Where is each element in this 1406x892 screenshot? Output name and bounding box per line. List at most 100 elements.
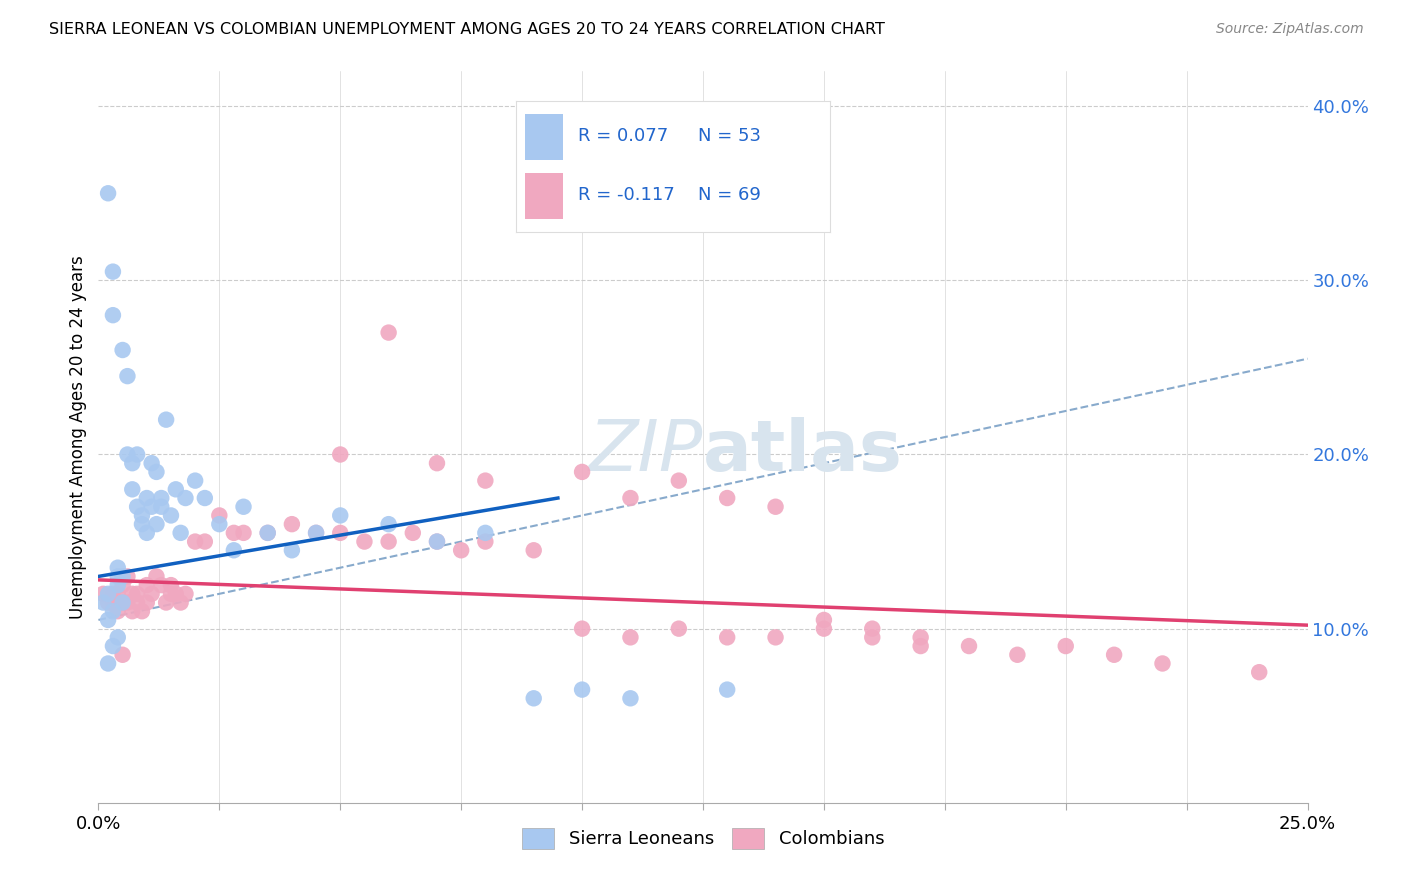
Point	[619, 491, 641, 505]
Point	[135, 595, 157, 609]
Point	[107, 569, 129, 583]
Point	[377, 534, 399, 549]
Point	[957, 639, 980, 653]
Point	[121, 587, 143, 601]
Point	[329, 448, 352, 462]
Point	[131, 604, 153, 618]
Point	[135, 525, 157, 540]
Point	[97, 595, 120, 609]
Point	[426, 534, 449, 549]
Point	[256, 525, 278, 540]
Point	[426, 534, 449, 549]
Point	[107, 578, 129, 592]
Point	[222, 525, 245, 540]
Point	[329, 525, 352, 540]
Text: atlas: atlas	[703, 417, 903, 486]
Point	[127, 595, 149, 609]
Point	[232, 525, 254, 540]
Point	[860, 622, 883, 636]
Point	[1054, 639, 1077, 653]
Point	[97, 657, 120, 671]
Point	[111, 648, 134, 662]
Point	[174, 587, 197, 601]
Point	[1007, 648, 1029, 662]
Point	[97, 613, 120, 627]
Point	[174, 491, 197, 505]
Point	[184, 474, 207, 488]
Point	[474, 474, 496, 488]
Point	[169, 525, 191, 540]
Point	[571, 622, 593, 636]
Text: SIERRA LEONEAN VS COLOMBIAN UNEMPLOYMENT AMONG AGES 20 TO 24 YEARS CORRELATION C: SIERRA LEONEAN VS COLOMBIAN UNEMPLOYMENT…	[49, 22, 886, 37]
Point	[281, 517, 304, 532]
Y-axis label: Unemployment Among Ages 20 to 24 years: Unemployment Among Ages 20 to 24 years	[69, 255, 87, 619]
Point	[765, 631, 787, 645]
Point	[668, 622, 690, 636]
Point	[765, 500, 787, 514]
Point	[111, 595, 134, 609]
Point	[150, 578, 173, 592]
Point	[107, 587, 129, 601]
Point	[111, 343, 134, 357]
Point	[668, 474, 690, 488]
Point	[910, 631, 932, 645]
Point	[101, 265, 124, 279]
Point	[160, 587, 183, 601]
Point	[101, 308, 124, 322]
Point	[117, 369, 139, 384]
Point	[377, 517, 399, 532]
Point	[232, 500, 254, 514]
Point	[860, 631, 883, 645]
Point	[281, 543, 304, 558]
Point	[121, 456, 143, 470]
Point	[571, 682, 593, 697]
Point	[160, 508, 183, 523]
Point	[141, 500, 163, 514]
Point	[107, 631, 129, 645]
Point	[169, 595, 191, 609]
Point	[402, 525, 425, 540]
Point	[131, 517, 153, 532]
Point	[256, 525, 278, 540]
Point	[1102, 648, 1125, 662]
Point	[523, 543, 546, 558]
Point	[377, 326, 399, 340]
Point	[131, 508, 153, 523]
Point	[305, 525, 328, 540]
Point	[111, 578, 134, 592]
Point	[813, 622, 835, 636]
Text: ZIP: ZIP	[589, 417, 703, 486]
Point	[91, 595, 114, 609]
Point	[141, 587, 163, 601]
Point	[474, 525, 496, 540]
Point	[121, 483, 143, 497]
Point	[184, 534, 207, 549]
Point	[145, 569, 167, 583]
Point	[194, 534, 217, 549]
Point	[208, 508, 231, 523]
Point	[813, 613, 835, 627]
Point	[107, 560, 129, 574]
Point	[619, 631, 641, 645]
Point	[127, 587, 149, 601]
Point	[450, 543, 472, 558]
Point	[101, 639, 124, 653]
Point	[716, 631, 738, 645]
Point	[160, 578, 183, 592]
Point	[619, 691, 641, 706]
Legend: Sierra Leoneans, Colombians: Sierra Leoneans, Colombians	[515, 821, 891, 856]
Point	[111, 569, 134, 583]
Point	[165, 587, 187, 601]
Point	[426, 456, 449, 470]
Point	[107, 604, 129, 618]
Point	[117, 595, 139, 609]
Point	[571, 465, 593, 479]
Point	[101, 587, 124, 601]
Point	[523, 691, 546, 706]
Point	[716, 491, 738, 505]
Point	[716, 682, 738, 697]
Point	[97, 587, 120, 601]
Point	[910, 639, 932, 653]
Point	[155, 595, 177, 609]
Point	[121, 604, 143, 618]
